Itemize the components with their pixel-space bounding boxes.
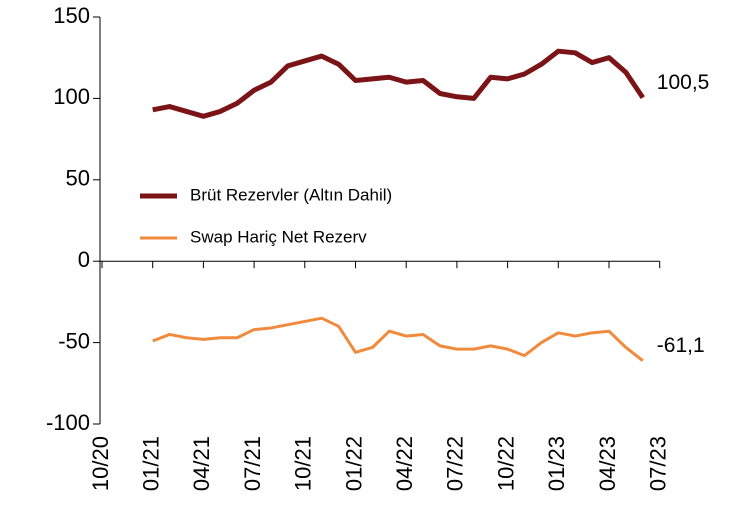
y-tick-label: 0	[78, 247, 90, 272]
x-tick-label: 01/22	[341, 436, 366, 491]
series-line	[152, 316, 644, 362]
x-tick-label: 07/23	[646, 436, 671, 491]
x-tick-label: 10/20	[88, 436, 113, 491]
value-label: -61,1	[657, 334, 705, 357]
x-tick-label: 10/21	[291, 436, 316, 491]
y-tick-label: 100	[53, 84, 90, 109]
y-tick-label: 50	[66, 166, 90, 191]
legend-label: Brüt Rezervler (Altın Dahil)	[190, 185, 392, 204]
series-line	[152, 48, 645, 119]
x-tick-label: 07/21	[240, 436, 265, 491]
x-tick-label: 04/22	[392, 436, 417, 491]
x-tick-label: 04/21	[189, 436, 214, 491]
x-tick-label: 07/22	[443, 436, 468, 491]
y-tick-label: -100	[46, 410, 90, 435]
x-tick-label: 04/23	[595, 436, 620, 491]
y-tick-label: -50	[58, 328, 90, 353]
x-tick-label: 01/23	[544, 436, 569, 491]
legend-label: Swap Hariç Net Rezerv	[190, 227, 367, 246]
x-tick-label: 01/21	[139, 436, 164, 491]
value-label: 100,5	[657, 71, 710, 94]
y-tick-label: 150	[53, 3, 90, 28]
x-tick-label: 10/22	[493, 436, 518, 491]
